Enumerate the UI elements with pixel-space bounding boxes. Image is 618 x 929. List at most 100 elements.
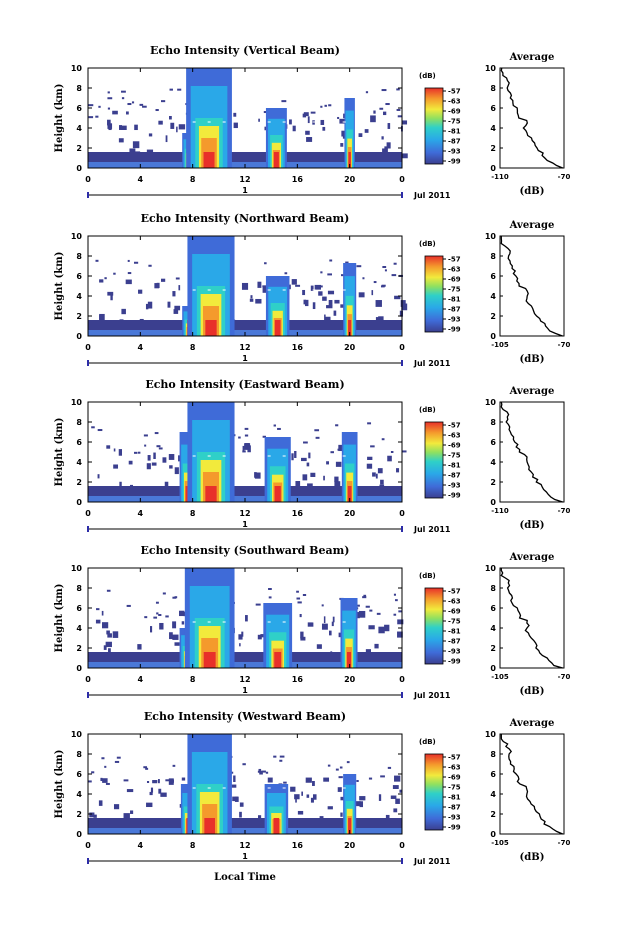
echo-speck — [165, 615, 169, 618]
echo-patch — [312, 780, 315, 786]
echo-patch — [331, 621, 334, 627]
echo-patch — [172, 291, 176, 297]
echo-patch — [294, 794, 300, 800]
rain-heavy — [346, 652, 352, 668]
x-tick-label: 4 — [138, 343, 144, 352]
average-y-tick-label: 10 — [485, 730, 497, 739]
echo-patch — [326, 461, 329, 465]
echo-speck — [303, 441, 308, 444]
echo-patch — [302, 474, 308, 481]
echo-patch — [106, 445, 111, 449]
echo-patch — [397, 631, 403, 638]
echo-patch — [179, 610, 185, 617]
echo-patch — [289, 119, 292, 125]
echo-patch — [239, 811, 242, 818]
average-y-tick-label: 0 — [490, 830, 496, 839]
echo-patch — [320, 119, 325, 125]
average-x-label: (dB) — [520, 852, 545, 863]
colorbar-tick-label: -63 — [448, 98, 461, 106]
echo-patch — [380, 479, 384, 485]
colorbar-tick-label: -81 — [448, 128, 461, 136]
echo-patch — [295, 481, 301, 488]
echo-patch — [231, 784, 237, 788]
rain-heavy — [274, 486, 281, 502]
colorbar-tick-label: -93 — [448, 648, 461, 656]
echo-patch — [137, 644, 142, 650]
echo-patch — [150, 626, 153, 633]
rain-heavy — [273, 818, 280, 834]
colorbar-unit: (dB) — [419, 406, 436, 414]
average-profile-line — [500, 568, 563, 669]
echo-speck — [395, 599, 398, 602]
echo-patch — [164, 481, 169, 489]
echo-patch — [125, 111, 129, 115]
echo-speck — [397, 115, 403, 118]
average-x-tick-label: -110 — [491, 507, 509, 515]
average-x-tick-label: -70 — [558, 673, 571, 681]
x-tick-label: 0 — [85, 343, 91, 352]
echo-patch — [238, 634, 243, 640]
echo-patch — [375, 317, 380, 322]
echo-patch — [335, 461, 342, 467]
echo-patch — [173, 309, 179, 314]
echo-speck — [172, 596, 177, 599]
echo-patch — [337, 787, 342, 792]
echo-speck — [98, 105, 101, 108]
echo-patch — [302, 289, 306, 296]
x-tick-label: 0 — [399, 841, 405, 850]
average-profile-line — [500, 401, 563, 503]
echo-speck — [363, 594, 367, 597]
colorbar-tick-label: -75 — [448, 452, 461, 460]
echo-patch — [377, 468, 383, 474]
echo-patch — [106, 630, 110, 635]
echo-speck — [127, 272, 132, 275]
echo-patch — [250, 295, 253, 299]
y-tick-label: 4 — [76, 292, 82, 301]
x-tick-label: 16 — [292, 175, 304, 184]
echo-speck — [127, 103, 132, 106]
echo-speck — [320, 271, 323, 274]
colorbar-tick-label: -87 — [448, 804, 461, 812]
average-y-tick-label: 2 — [490, 644, 496, 653]
average-x-tick-label: -110 — [491, 173, 509, 181]
x-tick-label: 12 — [239, 175, 250, 184]
echo-speck — [337, 116, 340, 119]
echo-patch — [386, 142, 391, 149]
echo-patch — [301, 791, 303, 796]
echo-patch — [118, 138, 124, 143]
echo-speck — [356, 265, 362, 268]
echo-patch — [149, 791, 153, 796]
echo-patch — [132, 141, 140, 149]
y-axis-label: Height (km) — [54, 252, 65, 321]
echo-speck — [126, 604, 131, 607]
date-label: Jul 2011 — [413, 359, 451, 368]
echo-speck — [337, 448, 342, 451]
echo-speck — [145, 767, 149, 770]
echo-speck — [114, 760, 120, 763]
x-tick-label: 0 — [85, 175, 91, 184]
average-y-tick-label: 4 — [490, 624, 496, 633]
average-y-tick-label: 4 — [490, 292, 496, 301]
echo-speck — [279, 755, 285, 758]
y-tick-label: 2 — [76, 810, 82, 819]
echo-patch — [176, 126, 178, 133]
echo-patch — [396, 468, 400, 473]
echo-speck — [262, 435, 266, 438]
echo-speck — [365, 91, 369, 94]
echo-patch — [156, 282, 160, 288]
echo-speck — [177, 88, 182, 91]
echo-patch — [107, 633, 112, 638]
y-tick-label: 8 — [76, 84, 82, 93]
echo-speck — [296, 597, 301, 600]
echo-patch — [168, 454, 175, 460]
echo-patch — [307, 116, 310, 124]
colorbar-tick-label: -75 — [448, 618, 461, 626]
x-tick-label: 0 — [85, 509, 91, 518]
echo-speck — [175, 277, 180, 280]
echo-patch — [365, 649, 371, 653]
x-tick-label: 20 — [344, 509, 356, 518]
echo-speck — [131, 101, 135, 104]
echo-patch — [169, 115, 172, 120]
colorbar-tick-label: -81 — [448, 628, 461, 636]
